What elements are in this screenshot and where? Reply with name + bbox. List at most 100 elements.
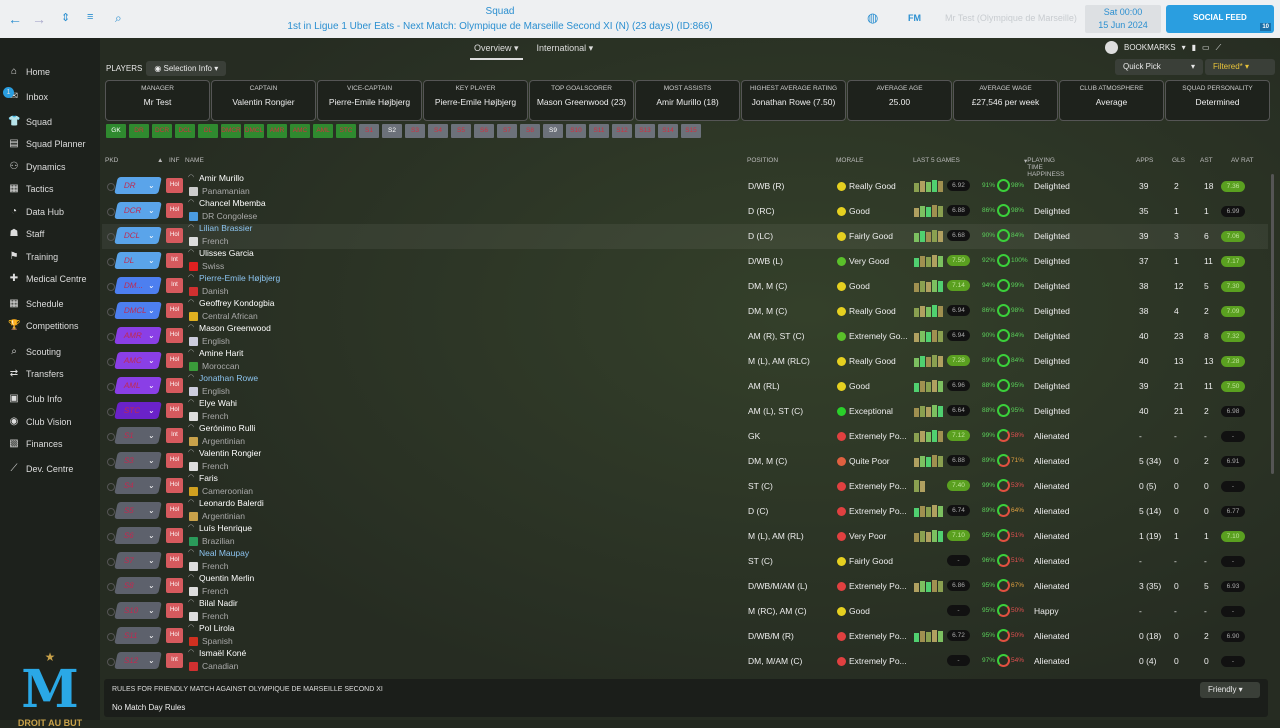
picked-check-icon[interactable]: [107, 408, 115, 416]
picked-check-icon[interactable]: [107, 358, 115, 366]
player-name[interactable]: Geoffrey Kondogbia: [199, 298, 275, 308]
player-name[interactable]: Jonathan Rowe: [199, 373, 259, 383]
info-badge[interactable]: Hol: [166, 578, 183, 593]
info-badge[interactable]: Hol: [166, 453, 183, 468]
player-name[interactable]: Bilal Nadir: [199, 598, 238, 608]
info-badge[interactable]: Hol: [166, 628, 183, 643]
position-select[interactable]: S10 ⌄: [114, 602, 162, 619]
picked-check-icon[interactable]: [107, 258, 115, 266]
col-name[interactable]: NAME: [185, 157, 204, 164]
manager-select[interactable]: Mr Test (Olympique de Marseille): [945, 13, 1077, 23]
bookmarks-button[interactable]: BOOKMARKS ▾ ▮ ▭ ⟋: [1105, 41, 1221, 54]
player-name[interactable]: Pol Lirola: [199, 623, 235, 633]
player-name[interactable]: Gerónimo Rulli: [199, 423, 256, 433]
table-row[interactable]: S1 ⌄ Int ◠ Gerónimo Rulli Argentinian GK Extrem…: [102, 423, 1268, 449]
position-chip[interactable]: S5: [451, 124, 471, 138]
player-name[interactable]: Leonardo Balerdi: [199, 498, 264, 508]
date-continue-box[interactable]: Sat 00:00 15 Jun 2024: [1085, 5, 1161, 33]
match-type-select[interactable]: Friendly ▾: [1200, 682, 1260, 698]
table-row[interactable]: S12 ⌄ Int ◠ Ismaël Koné Canadian DM, M/AM (C) E…: [102, 648, 1268, 674]
player-name[interactable]: Luís Henrique: [199, 523, 252, 533]
info-badge[interactable]: Int: [166, 653, 183, 668]
info-badge[interactable]: Hol: [166, 228, 183, 243]
info-badge[interactable]: Hol: [166, 528, 183, 543]
info-badge[interactable]: Hol: [166, 328, 183, 343]
col-playing-time[interactable]: ▾ PLAYING TIME HAPPINESS: [1024, 157, 1065, 178]
position-select[interactable]: AMR ⌄: [114, 327, 162, 344]
sidebar-item-club-info[interactable]: ▣ Club Info: [8, 393, 62, 404]
player-name[interactable]: Elye Wahi: [199, 398, 237, 408]
summary-card[interactable]: SQUAD PERSONALITY Determined: [1165, 80, 1270, 121]
selection-info-button[interactable]: ◉ Selection Info ▾: [146, 61, 227, 76]
picked-check-icon[interactable]: [107, 483, 115, 491]
position-select[interactable]: DR ⌄: [114, 177, 162, 194]
summary-card[interactable]: AVERAGE AGE 25.00: [847, 80, 952, 121]
table-row[interactable]: DR ⌄ Hol ◠ Amir Murillo Panamanian D/WB (R) Rea…: [102, 174, 1268, 199]
col-avrat[interactable]: AV RAT: [1231, 157, 1254, 164]
position-chip[interactable]: AML: [313, 124, 333, 138]
col-position[interactable]: POSITION: [747, 157, 779, 164]
position-select[interactable]: S3 ⌄: [114, 452, 162, 469]
position-select[interactable]: DMCL ⌄: [114, 302, 162, 319]
info-badge[interactable]: Hol: [166, 603, 183, 618]
table-row[interactable]: S7 ⌄ Hol ◠ Neal Maupay French ST (C) Fairly Goo…: [102, 548, 1268, 574]
picked-check-icon[interactable]: [107, 333, 115, 341]
table-row[interactable]: AML ⌄ Hol ◠ Jonathan Rowe English AM (RL) Good 6…: [102, 373, 1268, 399]
picked-check-icon[interactable]: [107, 308, 115, 316]
player-name[interactable]: Ulisses Garcia: [199, 248, 254, 258]
table-row[interactable]: DCR ⌄ Hol ◠ Chancel Mbemba DR Congolese D (RC)…: [102, 198, 1268, 224]
position-select[interactable]: AML ⌄: [114, 377, 162, 394]
summary-card[interactable]: KEY PLAYER Pierre-Emile Højbjerg: [423, 80, 528, 121]
table-row[interactable]: DL ⌄ Int ◠ Ulisses Garcia Swiss D/WB (L) Very G…: [102, 248, 1268, 274]
sidebar-item-tactics[interactable]: ▦ Tactics: [8, 183, 53, 194]
position-select[interactable]: DL ⌄: [114, 252, 162, 269]
forward-icon[interactable]: →: [32, 11, 46, 27]
up-down-icon[interactable]: ⇕: [61, 12, 71, 24]
col-apps[interactable]: APPS: [1136, 157, 1154, 164]
position-chip[interactable]: S1: [359, 124, 379, 138]
position-chip[interactable]: S12: [612, 124, 632, 138]
social-feed-button[interactable]: SOCIAL FEED 10: [1166, 5, 1274, 33]
quick-pick-button[interactable]: Quick Pick ▾: [1115, 59, 1203, 75]
table-row[interactable]: DCL ⌄ Hol ◠ Lilian Brassier French D (LC) Fairl…: [102, 223, 1268, 249]
position-chip[interactable]: S6: [474, 124, 494, 138]
info-badge[interactable]: Hol: [166, 203, 183, 218]
filter-button[interactable]: Filtered* ▾: [1205, 59, 1275, 75]
picked-check-icon[interactable]: [107, 583, 115, 591]
player-name[interactable]: Chancel Mbemba: [199, 198, 266, 208]
info-badge[interactable]: Hol: [166, 478, 183, 493]
picked-check-icon[interactable]: [107, 508, 115, 516]
scrollbar[interactable]: [1271, 174, 1274, 474]
player-name[interactable]: Pierre-Emile Højbjerg: [199, 273, 281, 283]
table-row[interactable]: STC ⌄ Hol ◠ Elye Wahi French AM (L), ST (C) Exc…: [102, 398, 1268, 424]
table-row[interactable]: S5 ⌄ Hol ◠ Leonardo Balerdi Argentinian D (C) E…: [102, 498, 1268, 524]
position-chip[interactable]: DR: [129, 124, 149, 138]
info-badge[interactable]: Hol: [166, 403, 183, 418]
picked-check-icon[interactable]: [107, 433, 115, 441]
player-name[interactable]: Faris: [199, 473, 218, 483]
position-chip[interactable]: AMC: [290, 124, 310, 138]
picked-check-icon[interactable]: [107, 608, 115, 616]
position-select[interactable]: DCL ⌄: [114, 227, 162, 244]
sidebar-item-dev-centre[interactable]: ⟋ Dev. Centre: [8, 463, 74, 474]
player-name[interactable]: Amine Harit: [199, 348, 244, 358]
position-chip[interactable]: S15: [681, 124, 701, 138]
sidebar-item-finances[interactable]: ▧ Finances: [8, 438, 62, 449]
col-ast[interactable]: AST: [1200, 157, 1213, 164]
info-badge[interactable]: Hol: [166, 503, 183, 518]
summary-card[interactable]: TOP GOALSCORER Mason Greenwood (23): [529, 80, 634, 121]
info-badge[interactable]: Hol: [166, 353, 183, 368]
col-pkd[interactable]: PKD: [105, 157, 119, 164]
position-chip[interactable]: DMCL: [244, 124, 264, 138]
summary-card[interactable]: MOST ASSISTS Amir Murillo (18): [635, 80, 740, 121]
position-select[interactable]: S11 ⌄: [114, 627, 162, 644]
sidebar-item-data-hub[interactable]: ◔ Data Hub: [8, 206, 64, 217]
world-icon[interactable]: ◍: [867, 10, 879, 25]
position-chip[interactable]: S14: [658, 124, 678, 138]
table-row[interactable]: DMCL ⌄ Hol ◠ Geoffrey Kondogbia Central Afric…: [102, 298, 1268, 324]
table-row[interactable]: AMR ⌄ Hol ◠ Mason Greenwood English AM (R), ST…: [102, 323, 1268, 349]
col-gls[interactable]: GLS: [1172, 157, 1186, 164]
summary-card[interactable]: MANAGER Mr Test: [105, 80, 210, 121]
screen-icon[interactable]: ▭: [1202, 43, 1210, 52]
sidebar-item-squad[interactable]: 👕 Squad: [8, 116, 52, 127]
